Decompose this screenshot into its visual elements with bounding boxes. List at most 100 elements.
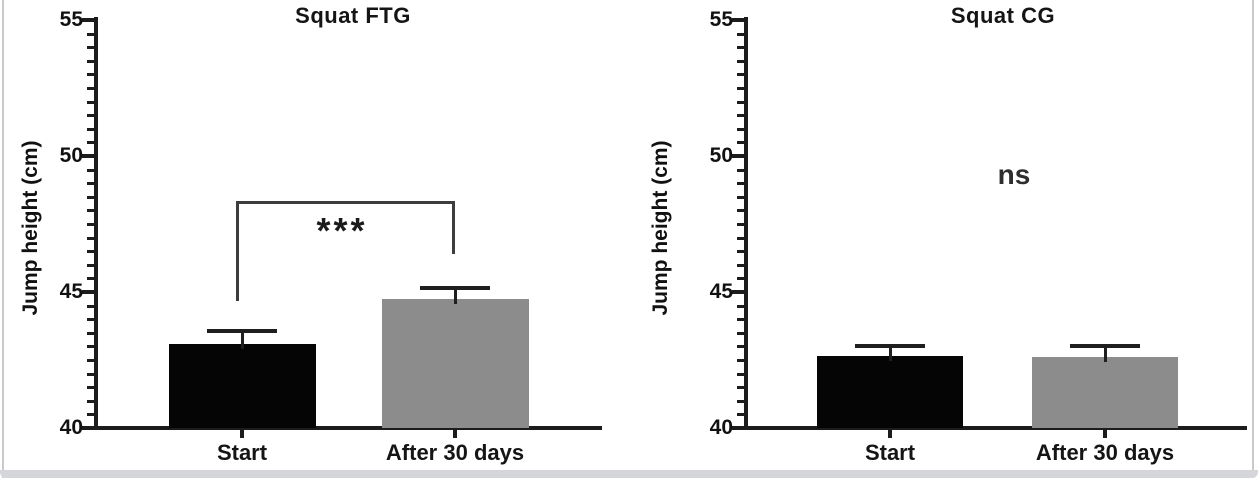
y-axis-minor-tick: [87, 32, 95, 36]
bar-after-30-days: [1032, 357, 1178, 428]
x-axis-line: [94, 426, 602, 430]
y-axis-tick-label: 45: [59, 280, 83, 303]
frame-bottom-bar: [0, 470, 1258, 478]
x-axis-category-tick: [1103, 430, 1107, 438]
y-axis-minor-tick: [87, 250, 95, 254]
y-axis-tick-label: 50: [709, 144, 733, 167]
y-axis-minor-tick: [737, 263, 745, 267]
error-bar-stem-start: [240, 331, 244, 349]
category-label-after-30-days: After 30 days: [1035, 440, 1175, 465]
y-axis-minor-tick: [737, 182, 745, 186]
y-axis-minor-tick: [87, 236, 95, 240]
error-bar-cap-after-30-days: [1070, 344, 1140, 349]
y-axis-tick-label: 45: [709, 280, 733, 303]
y-axis-minor-tick: [87, 304, 95, 308]
error-bar-stem-after-30-days: [453, 287, 457, 304]
bar-start: [168, 343, 316, 428]
y-axis-line: [744, 17, 748, 430]
error-bar-stem-start: [888, 346, 892, 361]
x-axis-category-tick: [453, 430, 457, 438]
y-axis-minor-tick: [737, 114, 745, 118]
y-axis-major-tick: [82, 290, 95, 294]
y-axis-minor-tick: [87, 114, 95, 118]
y-axis-minor-tick: [87, 399, 95, 403]
y-axis-minor-tick: [87, 331, 95, 335]
y-axis-minor-tick: [87, 182, 95, 186]
y-axis-minor-tick: [737, 277, 745, 281]
chart-title-squat-ftg: Squat FTG: [295, 3, 411, 28]
y-axis-minor-tick: [87, 318, 95, 322]
y-axis-minor-tick: [737, 236, 745, 240]
bar-start: [817, 355, 963, 428]
y-axis-major-tick: [732, 290, 745, 294]
error-bar-cap-start: [207, 329, 277, 334]
x-axis-category-tick: [888, 430, 892, 438]
frame-left-edge: [2, 0, 4, 478]
y-axis-label-squat-cg: Jump height (cm): [649, 140, 672, 316]
y-axis-tick-label: 50: [59, 144, 83, 167]
x-axis-line: [744, 426, 1247, 430]
y-axis-minor-tick: [87, 386, 95, 390]
y-axis-minor-tick: [737, 59, 745, 63]
y-axis-minor-tick: [737, 195, 745, 199]
significance-bracket-top: [235, 200, 455, 204]
y-axis-minor-tick: [87, 87, 95, 90]
y-axis-minor-tick: [737, 318, 745, 322]
y-axis-minor-tick: [737, 250, 745, 254]
significance-bracket-left-arm: [235, 200, 239, 301]
y-axis-tick-label: 55: [709, 8, 733, 31]
y-axis-minor-tick: [87, 195, 95, 199]
y-axis-tick-label: 55: [59, 8, 83, 31]
bar-after-30-days: [381, 298, 529, 428]
y-axis-minor-tick: [737, 386, 745, 390]
y-axis-minor-tick: [737, 73, 745, 77]
y-axis-minor-tick: [737, 100, 745, 104]
y-axis-minor-tick: [87, 127, 95, 131]
y-axis-minor-tick: [87, 168, 95, 172]
y-axis-minor-tick: [87, 263, 95, 267]
y-axis-minor-tick: [87, 141, 95, 145]
y-axis-minor-tick: [87, 359, 95, 362]
y-axis-minor-tick: [737, 46, 745, 50]
y-axis-minor-tick: [87, 209, 95, 213]
significance-bracket-right-arm: [451, 200, 455, 255]
y-axis-major-tick: [82, 426, 95, 430]
y-axis-minor-tick: [87, 73, 95, 77]
chart-title-squat-cg: Squat CG: [950, 3, 1056, 28]
y-axis-minor-tick: [737, 32, 745, 36]
y-axis-minor-tick: [737, 127, 745, 131]
y-axis-minor-tick: [87, 413, 95, 417]
y-axis-major-tick: [732, 18, 745, 22]
y-axis-minor-tick: [87, 277, 95, 281]
error-bar-cap-start: [855, 344, 925, 349]
y-axis-minor-tick: [737, 399, 745, 403]
y-axis-tick-label: 40: [59, 416, 83, 439]
y-axis-major-tick: [732, 154, 745, 158]
error-bar-cap-after-30-days: [420, 285, 490, 290]
y-axis-label-squat-ftg: Jump height (cm): [19, 140, 42, 316]
y-axis-major-tick: [732, 426, 745, 430]
category-label-start: Start: [216, 440, 268, 465]
y-axis-minor-tick: [87, 100, 95, 104]
y-axis-minor-tick: [737, 413, 745, 417]
category-label-after-30-days: After 30 days: [385, 440, 525, 465]
y-axis-minor-tick: [87, 223, 95, 226]
y-axis-tick-label: 40: [709, 416, 733, 439]
y-axis-minor-tick: [737, 359, 745, 362]
y-axis-minor-tick: [87, 372, 95, 376]
significance-stars: ***: [316, 210, 368, 252]
y-axis-minor-tick: [87, 46, 95, 50]
y-axis-minor-tick: [737, 372, 745, 376]
y-axis-minor-tick: [737, 331, 745, 335]
y-axis-minor-tick: [737, 168, 745, 172]
category-label-start: Start: [864, 440, 916, 465]
y-axis-minor-tick: [737, 304, 745, 308]
y-axis-major-tick: [82, 154, 95, 158]
y-axis-minor-tick: [87, 345, 95, 349]
y-axis-minor-tick: [737, 87, 745, 90]
y-axis-minor-tick: [737, 345, 745, 349]
y-axis-major-tick: [82, 18, 95, 22]
error-bar-stem-after-30-days: [1103, 346, 1107, 363]
y-axis-minor-tick: [737, 141, 745, 145]
